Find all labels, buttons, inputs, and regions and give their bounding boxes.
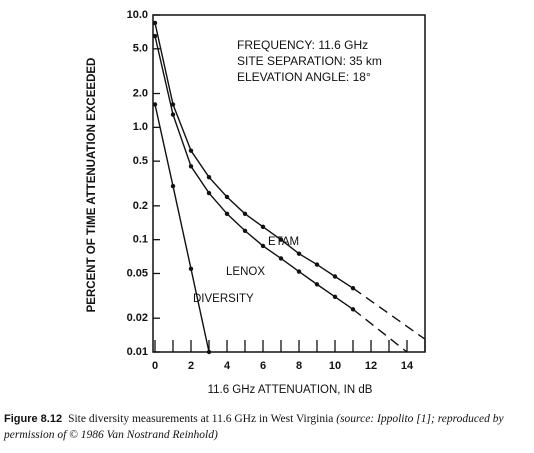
data-point xyxy=(260,224,266,230)
y-tick-label: 0.01 xyxy=(127,346,148,358)
x-tick-label: 14 xyxy=(401,360,414,372)
x-tick-label: 6 xyxy=(260,360,266,372)
x-tick-label: 2 xyxy=(188,360,194,372)
series-line xyxy=(154,35,354,310)
chart: PERCENT OF TIME ATTENUATION EXCEEDED 11.… xyxy=(86,9,426,396)
data-point xyxy=(224,194,230,200)
x-tick-label: 0 xyxy=(152,360,158,372)
data-point xyxy=(188,148,194,153)
data-point xyxy=(314,262,320,267)
annotation: FREQUENCY: 11.6 GHz xyxy=(237,38,368,52)
series-line xyxy=(154,104,210,353)
x-tick-label: 8 xyxy=(296,360,302,372)
plot-frame xyxy=(152,14,426,353)
y-tick-label: 0.2 xyxy=(133,200,148,212)
data-point xyxy=(170,102,176,107)
x-axis-label: 11.6 GHz ATTENUATION, IN dB xyxy=(208,384,373,396)
series-label: DIVERSITY xyxy=(193,293,254,305)
caption-text: Site diversity measurements at 11.6 GHz … xyxy=(68,413,334,425)
data-point xyxy=(206,349,212,355)
y-tick-label: 5.0 xyxy=(133,43,148,55)
data-point xyxy=(278,256,284,261)
caption: Figure 8.12 Site diversity measurements a… xyxy=(4,411,530,443)
data-point xyxy=(332,274,338,279)
data-point xyxy=(350,285,356,291)
data-point xyxy=(170,183,176,189)
data-point xyxy=(188,266,194,272)
y-tick-label: 2.0 xyxy=(133,87,148,99)
data-point xyxy=(296,269,302,274)
series-extension xyxy=(352,308,408,353)
data-point xyxy=(224,211,230,216)
figure-label: Figure 8.12 xyxy=(4,413,63,425)
data-point xyxy=(260,243,266,249)
y-tick-label: 0.02 xyxy=(127,312,148,324)
data-point xyxy=(332,294,338,300)
data-point xyxy=(242,228,248,233)
data-point xyxy=(188,164,194,169)
data-point xyxy=(206,190,212,196)
y-tick-label: 1.0 xyxy=(133,121,148,133)
data-point xyxy=(278,237,284,242)
data-point xyxy=(170,112,176,117)
annotation: SITE SEPARATION: 35 km xyxy=(237,54,382,68)
y-tick-label: 10.0 xyxy=(127,9,148,21)
x-tick-label: 4 xyxy=(224,360,231,372)
series-label: ETAM xyxy=(268,236,299,248)
data-point xyxy=(314,282,320,287)
data-point xyxy=(206,174,212,180)
series-label: LENOX xyxy=(226,266,265,278)
data-point xyxy=(152,33,158,39)
data-point xyxy=(350,307,356,312)
series-extension xyxy=(352,287,426,340)
y-tick-label: 0.1 xyxy=(133,234,148,246)
data-point xyxy=(152,102,158,107)
x-tick-label: 12 xyxy=(365,360,377,372)
y-tick-label: 0.05 xyxy=(127,267,148,279)
series-line xyxy=(154,22,354,289)
x-tick-label: 10 xyxy=(329,360,341,372)
data-point xyxy=(296,251,302,256)
data-point xyxy=(152,20,158,26)
caption-source: (source: Ippolito [1]; reproduced by per… xyxy=(4,413,504,441)
annotation: ELEVATION ANGLE: 18° xyxy=(237,70,371,84)
y-axis-label: PERCENT OF TIME ATTENUATION EXCEEDED xyxy=(86,58,98,313)
y-tick-label: 0.5 xyxy=(133,155,148,167)
data-point xyxy=(242,211,248,216)
